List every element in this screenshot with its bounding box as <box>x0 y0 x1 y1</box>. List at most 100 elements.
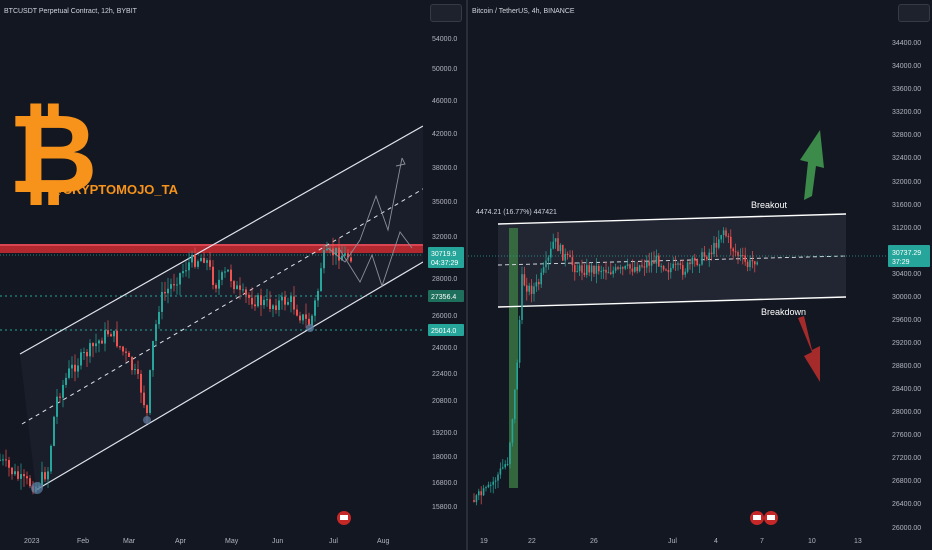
candle-body <box>475 495 478 503</box>
candle-body <box>242 289 244 291</box>
candle-body <box>179 273 181 285</box>
price-tick: 26000.00 <box>892 525 921 532</box>
candle-body <box>722 230 725 236</box>
price-axis[interactable] <box>423 0 466 550</box>
candle-body <box>583 272 586 275</box>
candle-body <box>718 239 720 248</box>
price-tick: 54000.0 <box>432 36 457 43</box>
right-chart-panel[interactable]: Breakout Breakdown 4474.21 (16.77%) 4474… <box>468 0 932 550</box>
price-tick: 19200.0 <box>432 430 457 437</box>
candle-body <box>62 384 64 398</box>
candle-body <box>92 343 94 347</box>
candle-body <box>341 255 343 261</box>
candle-body <box>550 248 552 258</box>
candle-body <box>251 297 253 305</box>
candle-body <box>617 267 619 269</box>
candle-body <box>502 467 504 469</box>
price-tick: 24000.0 <box>432 345 457 352</box>
candle-body <box>188 262 190 271</box>
candle-body <box>74 364 76 372</box>
candle-body <box>564 253 566 261</box>
right-chart-title: Bitcoin / TetherUS, 4h, BINANCE <box>472 8 575 15</box>
time-tick: 10 <box>808 538 816 545</box>
candle-body <box>739 255 742 257</box>
candle-body <box>200 257 202 262</box>
candle-body <box>215 284 217 289</box>
right-current-price-tag <box>888 245 930 267</box>
candle-body <box>11 467 13 475</box>
candle-body <box>538 282 540 285</box>
candle-body <box>535 282 538 287</box>
candle-body <box>624 265 626 269</box>
candle-body <box>239 285 241 290</box>
right-chart-svg[interactable]: Breakout Breakdown 4474.21 (16.77%) 4474… <box>468 0 932 550</box>
channel-lower-line[interactable] <box>35 261 424 491</box>
left-chart-panel[interactable]: 54000.0 50000.0 46000.0 42000.0 38000.0 35000… <box>0 0 466 550</box>
candle-body <box>629 264 631 269</box>
candle-body <box>574 265 576 273</box>
price-tick: 16800.0 <box>432 480 457 487</box>
candle-body <box>682 265 684 275</box>
candle-body <box>593 265 595 274</box>
candle-body <box>480 491 482 496</box>
left-toolbar-button[interactable] <box>430 4 462 22</box>
time-tick: 22 <box>528 538 536 545</box>
candle-body <box>526 285 528 292</box>
right-price-axis[interactable] <box>888 0 932 550</box>
candle-body <box>149 370 151 414</box>
resistance-zone <box>0 244 423 253</box>
candle-body <box>167 288 169 294</box>
range-lower-line[interactable] <box>497 296 847 308</box>
channel-upper-line[interactable] <box>19 125 424 355</box>
candle-body <box>516 362 518 390</box>
candle-body <box>523 274 526 286</box>
price-tick: 18000.0 <box>432 454 457 461</box>
candle-body <box>302 314 304 321</box>
candle-body <box>158 311 160 325</box>
price-tick: 34400.00 <box>892 40 921 47</box>
breakout-arrow-icon[interactable] <box>800 130 824 200</box>
price-tick: 28400.00 <box>892 386 921 393</box>
candle-body <box>281 296 283 301</box>
time-tick: Apr <box>175 538 187 545</box>
range-mid-line[interactable] <box>497 255 847 266</box>
candle-body <box>641 265 643 267</box>
candle-body <box>227 269 229 272</box>
candle-body <box>684 271 686 275</box>
range-upper-line[interactable] <box>497 213 847 225</box>
right-countdown-timer: 37:29 <box>892 259 910 266</box>
time-tick: Jul <box>329 538 338 545</box>
candle-body <box>665 269 667 271</box>
candle-body <box>50 445 52 472</box>
channel-fill <box>20 126 423 490</box>
breakdown-arrow-icon[interactable] <box>798 316 820 382</box>
candle-body <box>566 253 569 256</box>
price-tick: 28000.00 <box>892 409 921 416</box>
candle-body <box>751 260 754 262</box>
time-tick: Jun <box>272 538 283 545</box>
time-tick: 4 <box>714 538 718 545</box>
right-toolbar-button[interactable] <box>898 4 930 22</box>
low-marker-mar[interactable] <box>143 416 151 424</box>
left-chart-svg[interactable]: 54000.0 50000.0 46000.0 42000.0 38000.0 35000… <box>0 0 466 550</box>
time-tick: 19 <box>480 538 488 545</box>
candle-body <box>113 330 115 337</box>
channel-mid-line[interactable] <box>21 185 429 425</box>
candle-body <box>191 254 193 263</box>
low-marker-jan[interactable] <box>31 482 43 494</box>
candle-body <box>53 416 55 446</box>
candle-body <box>571 257 574 266</box>
measure-bar <box>509 228 518 488</box>
panel-divider[interactable] <box>466 0 468 550</box>
candle-body <box>497 474 499 481</box>
level-tag-25014 <box>428 324 464 336</box>
candle-body <box>540 272 542 285</box>
low-marker-jun[interactable] <box>306 324 314 332</box>
price-tick: 33200.00 <box>892 109 921 116</box>
current-price-value: 30719.9 <box>431 251 456 258</box>
candle-body <box>744 255 746 262</box>
candle-body <box>299 315 301 321</box>
candle-body <box>542 267 545 273</box>
candle-body <box>578 265 581 272</box>
candle-body <box>317 290 319 301</box>
